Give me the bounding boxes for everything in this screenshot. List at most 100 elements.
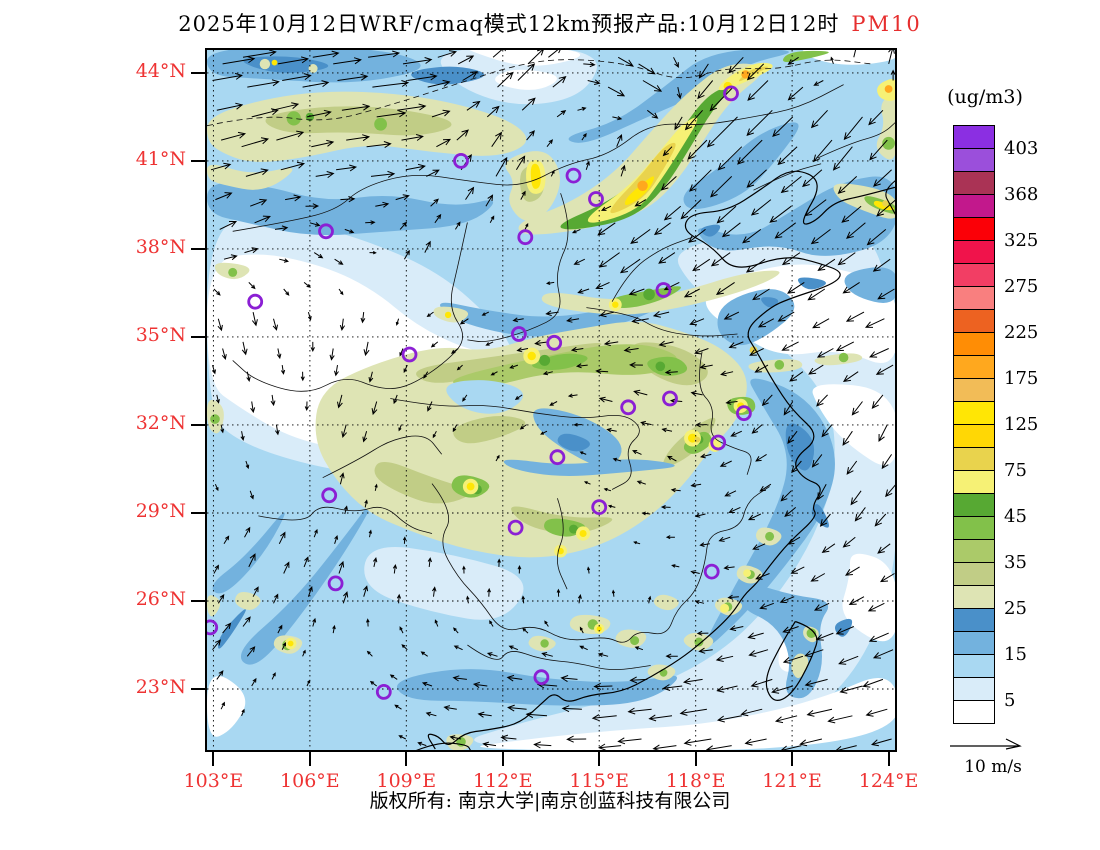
station-marker (453, 153, 469, 169)
contour-region (453, 415, 526, 444)
contour-spot (228, 267, 238, 277)
colorbar-cell (953, 332, 995, 356)
station-marker (655, 282, 672, 298)
colorbar-cell (953, 562, 995, 586)
title-main: 2025年10月12日WRF/cmaq模式12km预报产品:10月12日12时 (178, 12, 840, 36)
wind-vectors (210, 39, 897, 753)
contour-region (207, 182, 494, 236)
station-marker (517, 229, 534, 246)
lon-axis-label: 109°E (376, 770, 437, 792)
station-marker (327, 575, 344, 592)
contour-spot (271, 59, 278, 66)
colorbar-cell (953, 608, 995, 632)
contour-region (364, 547, 524, 620)
contour-spot (374, 117, 387, 131)
lon-axis-label: 124°E (858, 770, 919, 792)
station-marker (662, 390, 678, 407)
colorbar-value-label: 225 (1004, 322, 1039, 343)
colorbar-value-label: 125 (1004, 414, 1039, 435)
colorbar-value-label: 275 (1004, 276, 1039, 297)
contour-spot (694, 637, 704, 647)
contour-spot (286, 111, 301, 126)
province-border (431, 483, 770, 643)
province-border (322, 435, 443, 479)
colorbar-cell (953, 700, 995, 724)
contour-spot (743, 569, 751, 577)
colorbar-cell (953, 263, 995, 287)
contour-spot (720, 603, 730, 613)
colorbar-cell (953, 516, 995, 540)
province-border (586, 307, 738, 337)
page-title: 2025年10月12日WRF/cmaq模式12km预报产品:10月12日12时 P… (0, 8, 1100, 38)
contour-spot (882, 136, 895, 150)
contour-region (416, 342, 602, 383)
lat-axis-label: 38°N (135, 235, 186, 258)
contour-spot (569, 524, 578, 534)
contour-region (683, 122, 799, 209)
contour-region (396, 669, 678, 706)
contour-spot (539, 354, 551, 366)
colorbar-cell (953, 585, 995, 609)
lon-axis-label: 106°E (280, 770, 340, 792)
colorbar-cell (953, 148, 995, 172)
contour-spot (838, 352, 849, 363)
contour-region (782, 50, 829, 63)
colorbar-cell (953, 240, 995, 264)
lon-axis-label: 118°E (665, 770, 726, 792)
lat-tick (191, 71, 205, 74)
lon-axis-label: 112°E (472, 770, 533, 792)
colorbar-cell (953, 217, 995, 241)
lat-tick (191, 511, 205, 514)
province-border (699, 351, 752, 475)
province-border (232, 222, 468, 392)
station-marker (546, 334, 563, 351)
province-border (817, 119, 899, 159)
contour-region (700, 224, 721, 237)
contour-region (541, 270, 780, 315)
wind-scale-arrow-icon (950, 738, 1022, 750)
province-border (467, 644, 651, 671)
contour-region (207, 676, 246, 737)
contour-spot (806, 628, 817, 638)
lon-axis-label: 115°E (569, 770, 630, 792)
colorbar-units-label: (ug/m3) (947, 86, 1023, 108)
colorbar-value-label: 25 (1004, 598, 1027, 619)
lon-tick (598, 752, 601, 766)
station-marker (318, 223, 334, 240)
station-marker (321, 487, 338, 504)
colorbar-cell (953, 171, 995, 195)
station-marker (591, 499, 608, 516)
lat-tick (191, 159, 205, 162)
colorbar-cell (953, 286, 995, 310)
lon-tick (212, 752, 215, 766)
colorbar-value-label: 368 (1004, 184, 1039, 205)
contour-region (480, 677, 899, 751)
colorbar-cell (953, 125, 995, 149)
province-border (557, 498, 568, 590)
station-marker (736, 405, 752, 422)
coastline (885, 178, 899, 220)
contour-spot (637, 180, 648, 191)
province-border (390, 398, 640, 490)
contour-region (467, 46, 581, 66)
colorbar-value-label: 5 (1004, 690, 1016, 711)
contour-spot (540, 639, 549, 648)
lon-tick (887, 752, 890, 766)
contour-region (411, 66, 485, 85)
contour-spot (259, 58, 271, 70)
contour-region (532, 353, 588, 371)
contour-region (374, 461, 470, 504)
station-marker (247, 293, 264, 310)
coastline (427, 170, 896, 750)
colorbar-value-label: 35 (1004, 552, 1027, 573)
station-marker (401, 346, 418, 363)
station-marker (565, 167, 582, 184)
lat-axis-label: 26°N (135, 587, 186, 610)
station-marker (588, 191, 604, 207)
colorbar-cell (953, 378, 995, 402)
contour-spot (882, 200, 889, 207)
station-marker (510, 326, 527, 342)
colorbar-cell (953, 194, 995, 218)
station-marker (710, 434, 727, 451)
